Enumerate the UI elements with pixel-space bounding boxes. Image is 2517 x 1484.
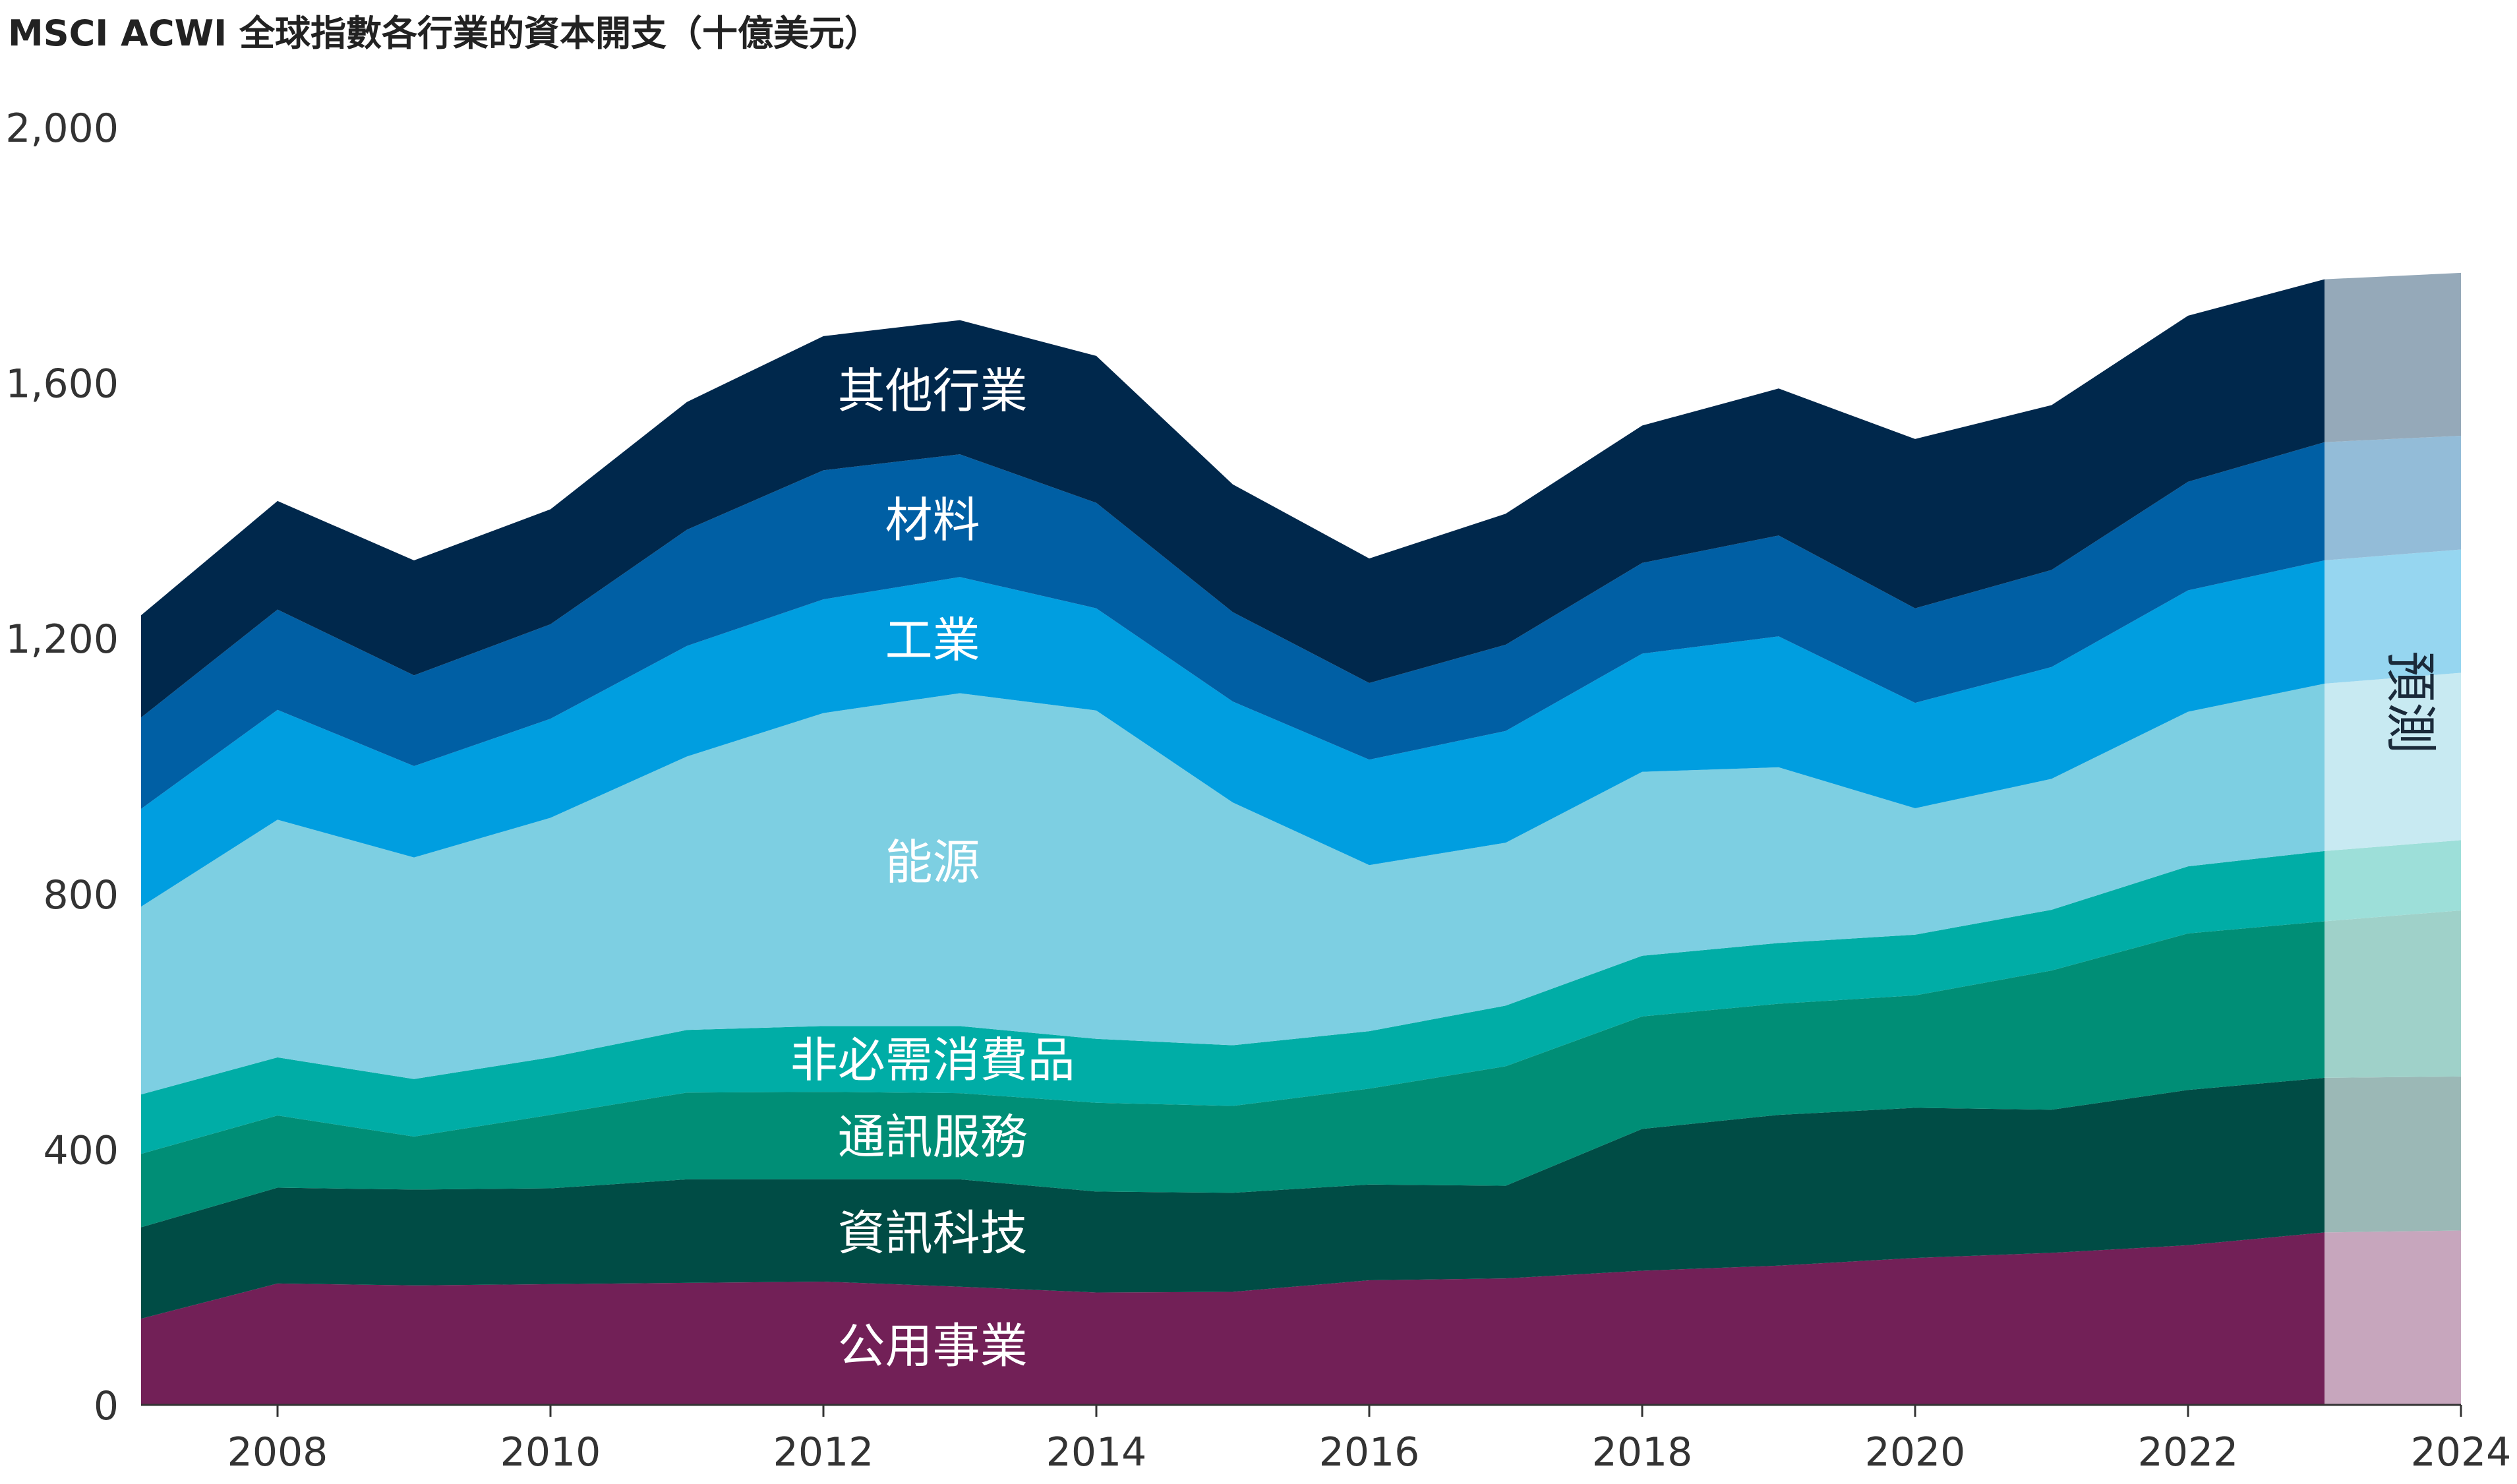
- layer-label-series-0: 公用事業: [838, 1319, 1028, 1374]
- y-tick-label: 1,600: [5, 361, 119, 407]
- x-tick-label: 2012: [773, 1429, 874, 1475]
- area-series-0: [141, 1232, 2325, 1405]
- area-series-4: [141, 684, 2325, 1095]
- area-series-5: [141, 560, 2325, 907]
- forecast-area-series-5: [2325, 549, 2461, 684]
- forecast-band: 預測: [2325, 272, 2461, 1405]
- area-series-1: [141, 1077, 2325, 1319]
- forecast-area-series-4: [2325, 672, 2461, 851]
- area-series-2: [141, 921, 2325, 1228]
- x-tick-label: 2024: [2411, 1429, 2512, 1475]
- layer-label-series-3: 非必需消費品: [790, 1032, 1075, 1088]
- y-tick-label: 400: [43, 1127, 119, 1173]
- layer-label-series-4: 能源: [885, 835, 980, 890]
- area-series-7: [141, 279, 2325, 718]
- layer-label-series-1: 資訊科技: [838, 1206, 1028, 1261]
- layer-label-series-2: 通訊服務: [838, 1109, 1028, 1164]
- y-tick-label: 2,000: [5, 105, 119, 152]
- area-layers: [141, 279, 2325, 1405]
- x-tick-label: 2020: [1865, 1429, 1966, 1475]
- x-tick-label: 2008: [227, 1429, 328, 1475]
- forecast-area-series-0: [2325, 1230, 2461, 1405]
- y-tick-label: 0: [94, 1383, 119, 1429]
- x-tick-label: 2016: [1319, 1429, 1420, 1475]
- forecast-area-series-7: [2325, 272, 2461, 442]
- x-tick-label: 2022: [2138, 1429, 2239, 1475]
- forecast-label: 預測: [2381, 651, 2440, 754]
- forecast-area-series-6: [2325, 436, 2461, 560]
- layer-label-series-7: 其他行業: [838, 363, 1028, 419]
- layer-label-series-5: 工業: [885, 612, 980, 668]
- x-tick-label: 2014: [1046, 1429, 1147, 1475]
- area-series-3: [141, 850, 2325, 1154]
- area-series-6: [141, 442, 2325, 809]
- x-tick-label: 2010: [500, 1429, 601, 1475]
- y-axis: 0 400 800 1,200 1,600 2,000: [5, 105, 119, 1429]
- layer-label-series-6: 材料: [885, 492, 980, 548]
- forecast-area-series-2: [2325, 910, 2461, 1078]
- x-axis: 2008 2010 2012 2014 2016 2018 2020 2022 2024: [141, 1404, 2512, 1475]
- y-tick-label: 800: [43, 872, 119, 918]
- x-tick-label: 2018: [1592, 1429, 1693, 1475]
- forecast-area-series-3: [2325, 840, 2461, 922]
- chart-title: MSCI ACWI 全球指數各行業的資本開支（十億美元）: [8, 13, 881, 54]
- forecast-area-series-1: [2325, 1076, 2461, 1233]
- y-tick-label: 1,200: [5, 616, 119, 663]
